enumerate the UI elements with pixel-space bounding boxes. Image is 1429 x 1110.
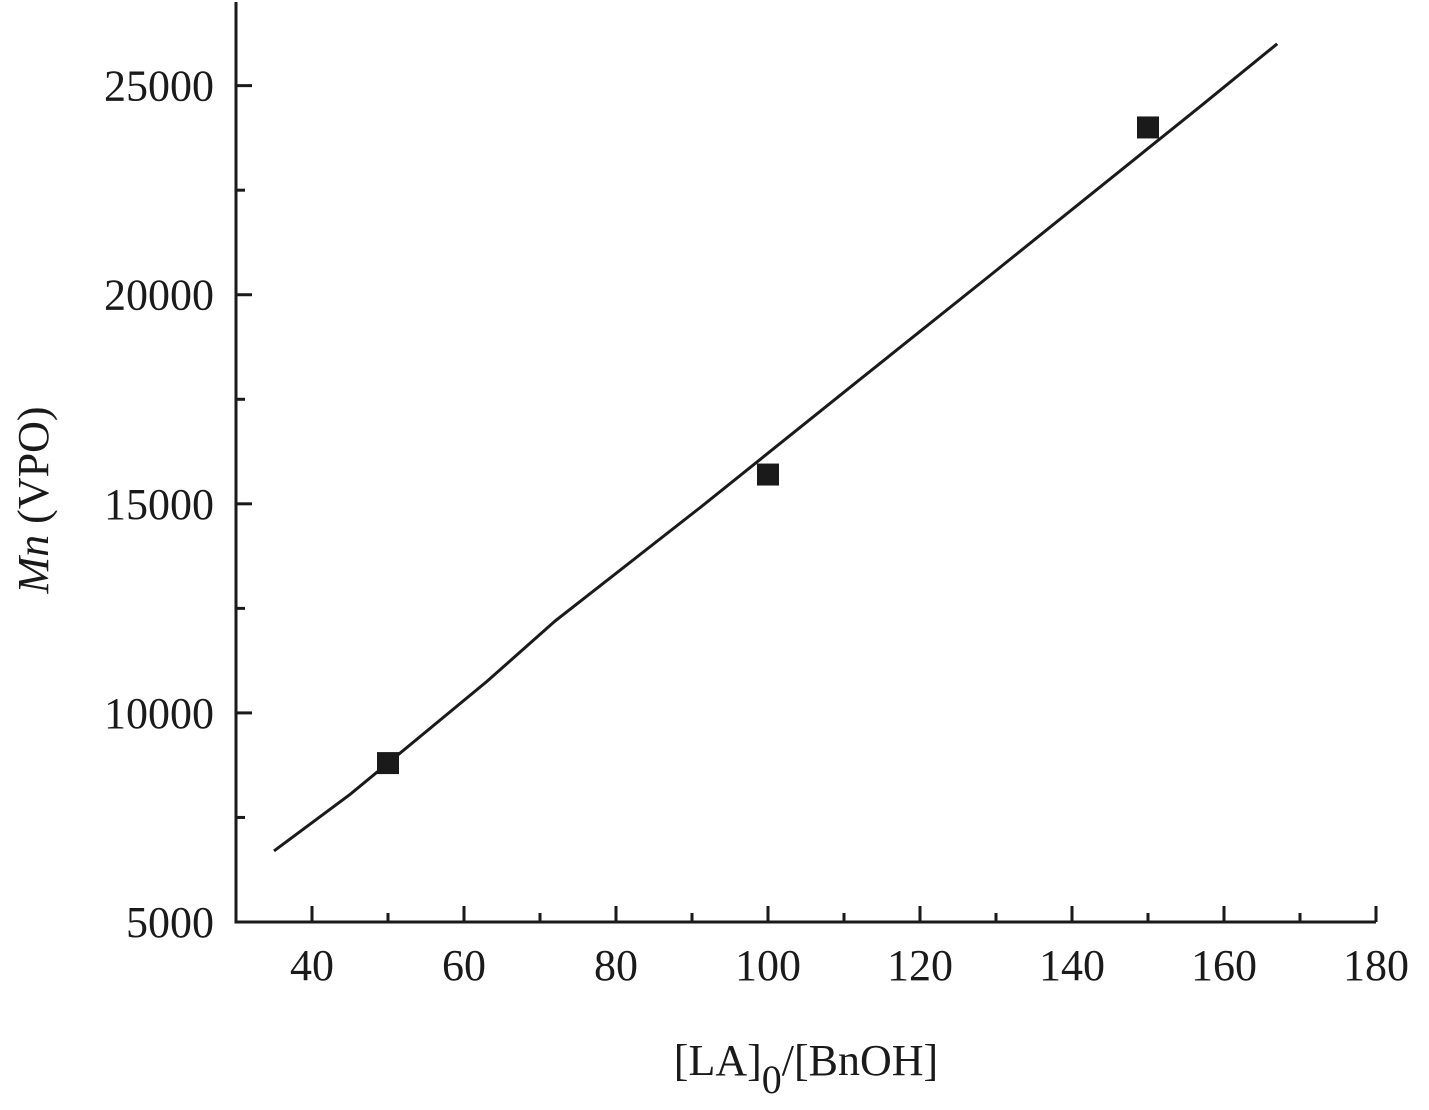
data-point	[1137, 116, 1159, 139]
x-label-part: /[BnOH]	[782, 1036, 938, 1085]
x-label-subscript: 0	[762, 1057, 782, 1102]
y-tick-label: 5000	[126, 898, 214, 947]
x-tick-label: 180	[1343, 941, 1409, 990]
x-tick-label: 160	[1191, 941, 1257, 990]
x-tick-label: 80	[594, 941, 638, 990]
x-tick-label: 140	[1039, 941, 1105, 990]
y-tick-label: 10000	[104, 689, 214, 738]
axes	[234, 2, 1376, 924]
x-tick-label: 40	[290, 941, 334, 990]
y-axis-label: Mn (VPO)	[9, 407, 58, 595]
x-tick-label: 60	[442, 941, 486, 990]
fit-line	[273, 42, 1279, 853]
x-axis-label: [LA]0/[BnOH]	[674, 1036, 938, 1102]
x-label-part: [LA]	[674, 1036, 762, 1085]
x-tick-label: 120	[887, 941, 953, 990]
y-label-part: (VPO)	[9, 407, 58, 535]
x-tick-label: 100	[735, 941, 801, 990]
y-tick-label: 15000	[104, 480, 214, 529]
y-label-part: Mn	[9, 535, 58, 595]
y-tick-label: 20000	[104, 271, 214, 320]
data-point	[757, 463, 779, 486]
y-tick-label: 25000	[104, 62, 214, 111]
